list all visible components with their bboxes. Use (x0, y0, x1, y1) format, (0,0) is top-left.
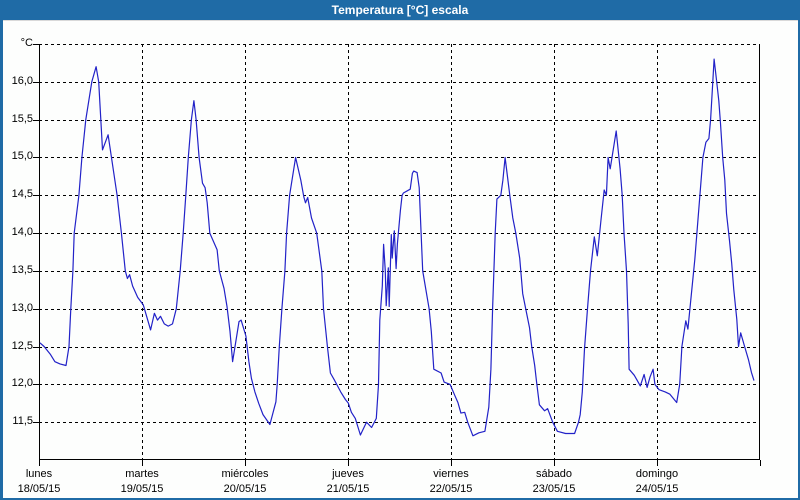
y-tick-mark (33, 233, 39, 234)
y-tick-mark (33, 384, 39, 385)
y-tick-label: 14,0 (11, 226, 33, 238)
x-day-label: miércoles (221, 468, 269, 480)
y-tick-label: 12,5 (11, 340, 33, 352)
x-tick-mark (554, 460, 555, 466)
y-tick-mark (33, 309, 39, 310)
temperature-line-chart (39, 44, 760, 460)
y-tick-mark (33, 82, 39, 83)
y-tick-mark (33, 347, 39, 348)
x-date-label: 22/05/15 (429, 483, 473, 495)
x-day-label: domingo (635, 468, 679, 480)
x-day-label: jueves (332, 468, 364, 480)
x-tick-mark (348, 460, 349, 466)
x-tick-mark (39, 460, 40, 466)
y-tick-mark (33, 44, 39, 45)
y-tick-label: 15,0 (11, 150, 33, 162)
y-axis-unit-label: °C (20, 37, 33, 49)
plot-area (39, 44, 760, 460)
x-date-label: 23/05/15 (532, 483, 576, 495)
x-date-label: 20/05/15 (223, 483, 267, 495)
y-tick-mark (33, 120, 39, 121)
x-tick-mark (245, 460, 246, 466)
y-tick-mark (33, 157, 39, 158)
x-day-label: sábado (535, 468, 573, 480)
x-day-label: martes (125, 468, 159, 480)
x-tick-mark (657, 460, 658, 466)
y-tick-label: 13,0 (11, 302, 33, 314)
y-tick-mark (33, 422, 39, 423)
x-day-label: viernes (433, 468, 469, 480)
x-date-label: 21/05/15 (326, 483, 370, 495)
y-tick-label: 16,0 (11, 75, 33, 87)
x-date-label: 18/05/15 (17, 483, 61, 495)
y-tick-mark (33, 195, 39, 196)
x-tick-mark (760, 460, 761, 466)
y-tick-label: 11,5 (12, 415, 33, 427)
x-tick-mark (142, 460, 143, 466)
temperature-series-line (39, 58, 755, 437)
y-tick-label: 12,0 (11, 377, 33, 389)
y-tick-label: 15,5 (11, 113, 33, 125)
x-date-label: 19/05/15 (120, 483, 164, 495)
x-day-label: lunes (25, 468, 53, 480)
window-title: Temperatura [°C] escala (331, 3, 469, 17)
y-tick-label: 13,5 (11, 264, 33, 276)
window-titlebar[interactable]: Temperatura [°C] escala (3, 0, 798, 21)
y-tick-label: 14,5 (11, 188, 33, 200)
x-date-label: 24/05/15 (635, 483, 679, 495)
x-tick-mark (451, 460, 452, 466)
y-tick-mark (33, 271, 39, 272)
